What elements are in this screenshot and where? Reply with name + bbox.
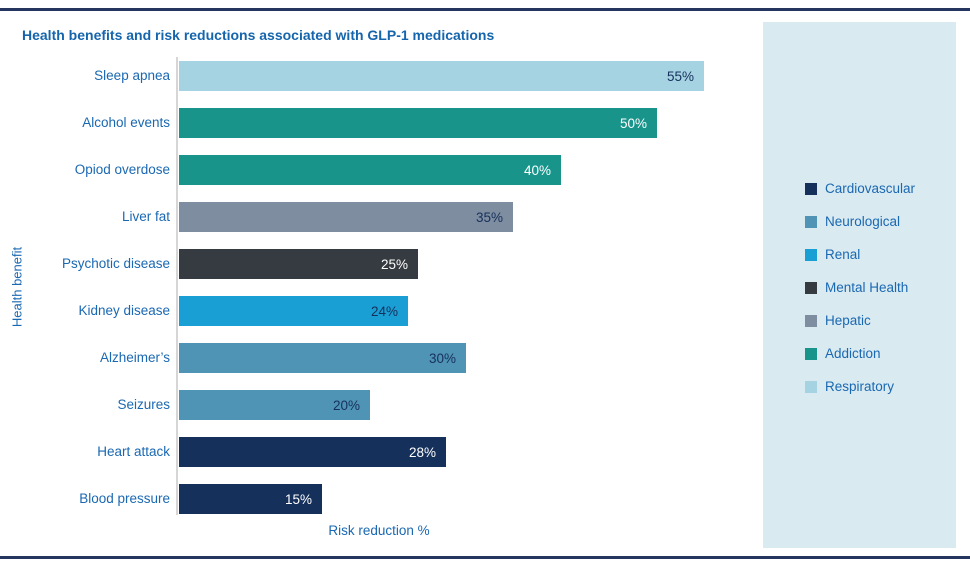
bar-row: Liver fat 35%: [0, 202, 704, 232]
bar-row: Sleep apnea 55%: [0, 61, 704, 91]
category-label: Liver fat: [121, 209, 170, 224]
bar-track: 30%: [179, 343, 466, 373]
legend-label: Renal: [825, 247, 861, 262]
category-label: Heart attack: [97, 444, 170, 459]
bar-track: 50%: [179, 108, 657, 138]
legend-swatch-icon: [805, 281, 817, 294]
category-label: Sleep apnea: [94, 68, 170, 83]
bar-row: Alzheimer’s 30%: [0, 343, 704, 373]
bar-row: Kidney disease 24%: [0, 296, 704, 326]
bar-row: Heart attack 28%: [0, 437, 704, 467]
category-label: Psychotic disease: [61, 256, 170, 271]
value-label: 35%: [475, 209, 503, 225]
bar-hepatic: 35%: [179, 202, 513, 232]
legend-swatch-icon: [805, 347, 817, 360]
legend-label: Cardiovascular: [825, 181, 916, 196]
bar-row: Opiod overdose 40%: [0, 155, 704, 185]
legend-label: Mental Health: [825, 280, 909, 295]
legend-swatch-icon: [805, 248, 817, 261]
bar-track: 25%: [179, 249, 418, 279]
category-label: Seizures: [117, 397, 170, 412]
legend-item-cardiovascular: Cardiovascular: [805, 181, 916, 196]
bar-neurological: 20%: [179, 390, 370, 420]
legend-panel: Cardiovascular Neurological Renal Mental He…: [763, 22, 956, 548]
bar-mental-health: 25%: [179, 249, 418, 279]
category-label: Alcohol events: [82, 115, 170, 130]
bar-track: 35%: [179, 202, 513, 232]
top-divider: [0, 8, 970, 11]
bar-track: 28%: [179, 437, 446, 467]
bar-renal: 24%: [179, 296, 408, 326]
legend-label: Hepatic: [825, 313, 871, 328]
value-label: 40%: [523, 162, 551, 178]
bar-track: 15%: [179, 484, 322, 514]
legend-swatch-icon: [805, 182, 817, 195]
value-label: 50%: [619, 115, 647, 131]
x-axis-label: Risk reduction %: [328, 523, 430, 538]
category-label: Alzheimer’s: [99, 350, 170, 365]
bar-cardiovascular: 15%: [179, 484, 322, 514]
legend-swatch-icon: [805, 314, 817, 327]
bar-track: 20%: [179, 390, 370, 420]
category-label: Kidney disease: [78, 303, 170, 318]
category-label: Blood pressure: [79, 491, 170, 506]
bar-row: Psychotic disease 25%: [0, 249, 704, 279]
legend-items: Cardiovascular Neurological Renal Mental He…: [805, 181, 916, 413]
legend-label: Respiratory: [825, 379, 895, 394]
legend-item-neurological: Neurological: [805, 214, 915, 229]
legend-item-respiratory: Respiratory: [805, 379, 915, 394]
bars-container: Sleep apnea 55% Alcohol events 50% Opiod ove…: [0, 61, 704, 531]
bar-addiction: 40%: [179, 155, 561, 185]
value-label: 24%: [370, 303, 398, 319]
bar-row: Blood pressure 15%: [0, 484, 704, 514]
legend-swatch-icon: [805, 215, 817, 228]
legend-label: Neurological: [825, 214, 901, 229]
value-label: 15%: [284, 491, 312, 507]
legend-swatch-icon: [805, 380, 817, 393]
legend-item-hepatic: Hepatic: [805, 313, 915, 328]
value-label: 55%: [666, 68, 694, 84]
legend-item-renal: Renal: [805, 247, 915, 262]
bar-track: 40%: [179, 155, 561, 185]
bar-cardiovascular: 28%: [179, 437, 446, 467]
value-label: 25%: [380, 256, 408, 272]
bar-track: 24%: [179, 296, 408, 326]
bar-track: 55%: [179, 61, 704, 91]
legend-label: Addiction: [825, 346, 881, 361]
y-axis-line: [176, 57, 178, 515]
bar-addiction: 50%: [179, 108, 657, 138]
bar-neurological: 30%: [179, 343, 466, 373]
bottom-divider: [0, 556, 970, 559]
legend-item-mental-health: Mental Health: [805, 280, 915, 295]
bar-row: Alcohol events 50%: [0, 108, 704, 138]
value-label: 28%: [408, 444, 436, 460]
chart-title: Health benefits and risk reductions asso…: [22, 27, 495, 43]
bar-respiratory: 55%: [179, 61, 704, 91]
legend-item-addiction: Addiction: [805, 346, 915, 361]
value-label: 30%: [428, 350, 456, 366]
value-label: 20%: [332, 397, 360, 413]
bar-row: Seizures 20%: [0, 390, 704, 420]
category-label: Opiod overdose: [74, 162, 170, 177]
